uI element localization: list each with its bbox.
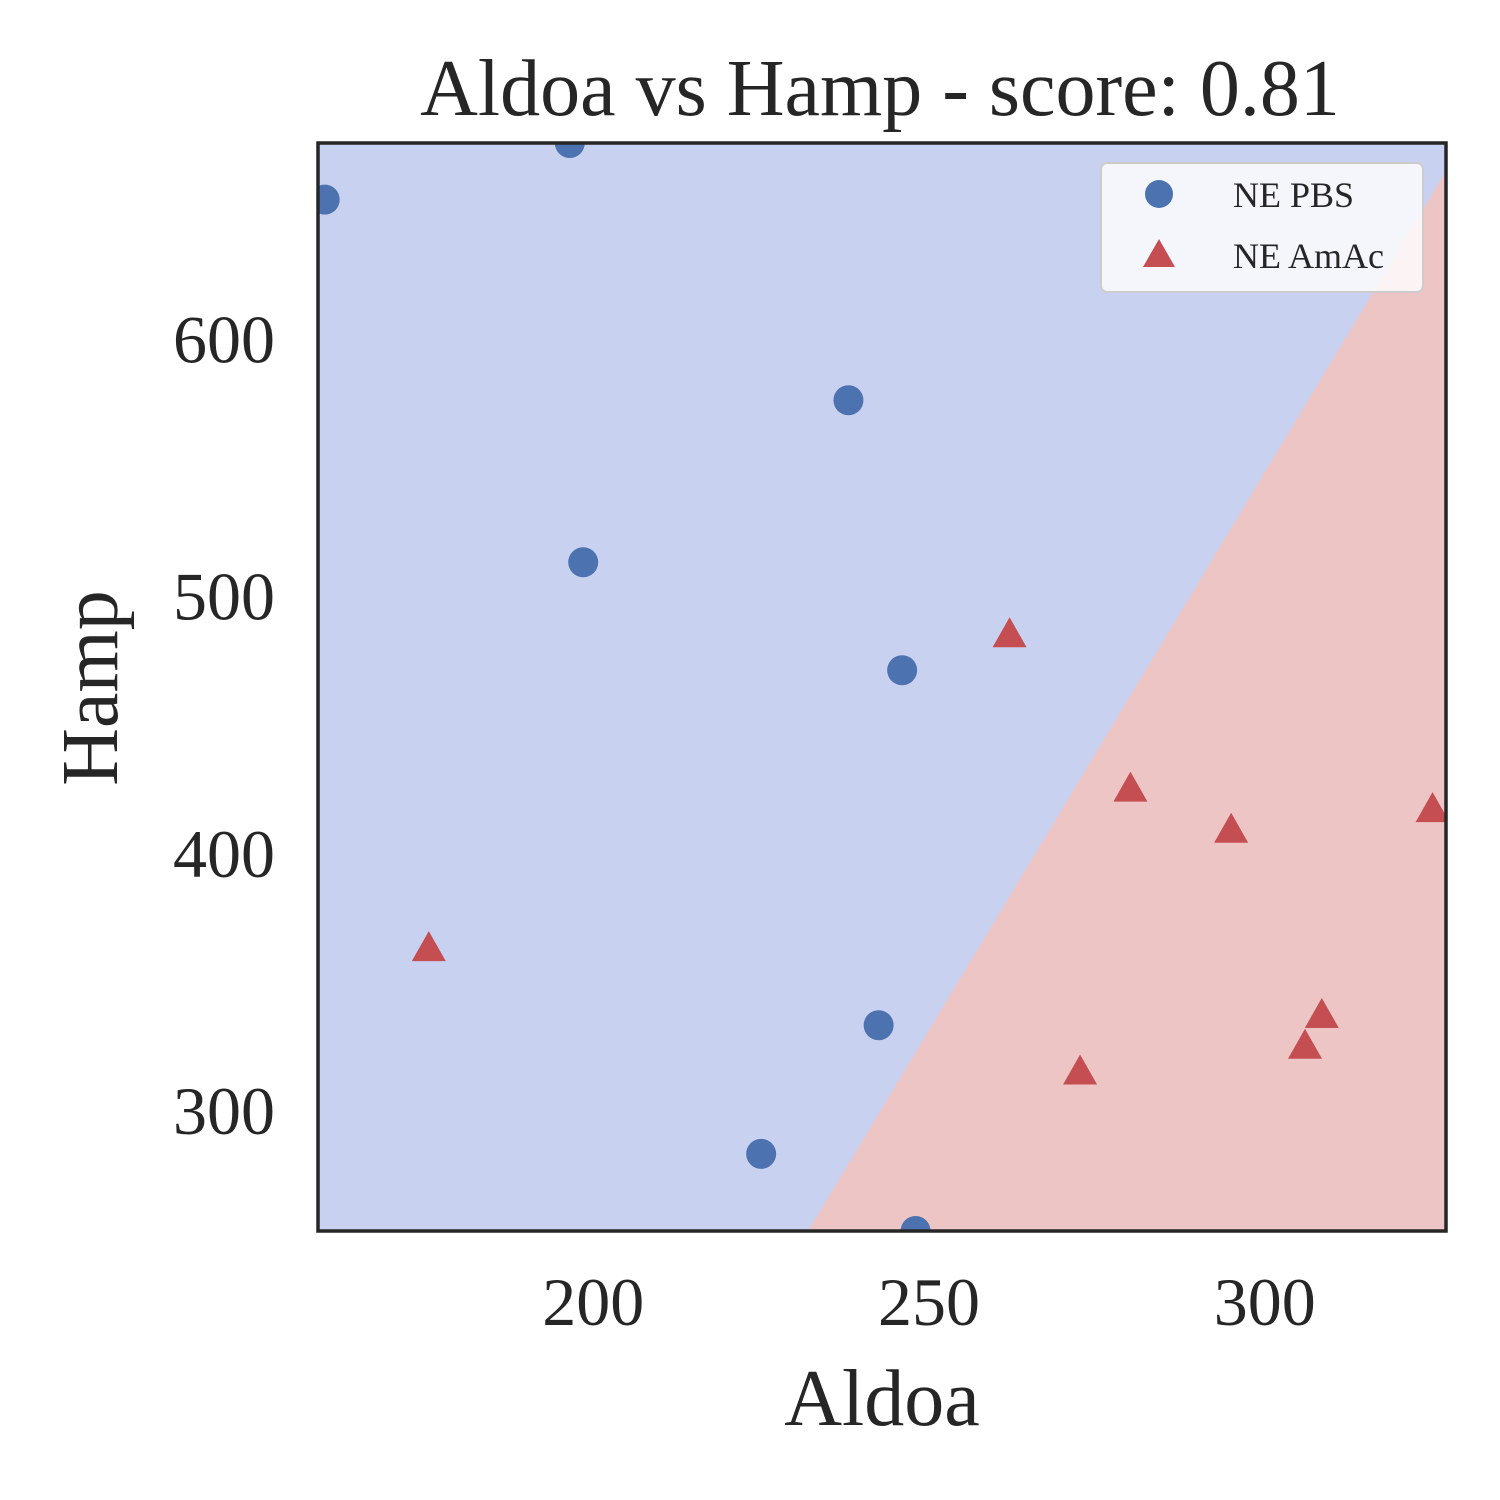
data-point-ne-amac	[1214, 812, 1249, 843]
data-point-ne-pbs	[746, 1138, 777, 1169]
y-tick-labels: 300 400 500 600	[173, 301, 275, 1149]
plot-area	[318, 143, 1446, 1231]
legend-circle-icon	[1145, 180, 1173, 208]
plot-frame	[316, 141, 1448, 1233]
data-point-ne-amac	[1304, 997, 1339, 1028]
y-axis-label: Hamp	[47, 590, 135, 786]
data-point-ne-amac	[411, 931, 446, 962]
data-point-ne-amac	[1415, 792, 1446, 823]
data-points	[318, 143, 1446, 1231]
data-point-ne-pbs	[887, 655, 918, 686]
x-tick-label: 250	[878, 1264, 980, 1340]
x-axis-label: Aldoa	[784, 1355, 980, 1443]
data-point-ne-pbs	[318, 184, 340, 215]
legend-triangle-icon	[1143, 239, 1175, 267]
data-point-ne-amac	[1288, 1028, 1322, 1059]
y-tick-label: 400	[173, 816, 275, 892]
data-point-ne-amac	[1063, 1054, 1098, 1085]
x-tick-label: 300	[1214, 1264, 1316, 1340]
chart-title: Aldoa vs Hamp - score: 0.81	[420, 45, 1340, 133]
data-point-ne-pbs	[900, 1216, 931, 1231]
data-point-ne-pbs	[863, 1010, 894, 1041]
y-tick-label: 500	[173, 559, 275, 635]
data-point-ne-amac	[992, 617, 1027, 648]
x-tick-labels: 200 250 300	[542, 1264, 1315, 1340]
y-tick-label: 600	[173, 301, 275, 377]
legend-label-ne-amac: NE AmAc	[1233, 236, 1384, 276]
data-point-ne-pbs	[833, 385, 864, 416]
legend: NE PBS NE AmAc	[1100, 162, 1424, 293]
y-tick-label: 300	[173, 1073, 275, 1149]
data-point-ne-amac	[1113, 771, 1148, 802]
legend-label-ne-pbs: NE PBS	[1233, 175, 1354, 215]
legend-box	[1100, 162, 1424, 293]
data-point-ne-pbs	[554, 143, 585, 158]
data-point-ne-pbs	[568, 547, 599, 578]
x-tick-label: 200	[542, 1264, 644, 1340]
decision-region-ne-amac	[808, 171, 1446, 1231]
